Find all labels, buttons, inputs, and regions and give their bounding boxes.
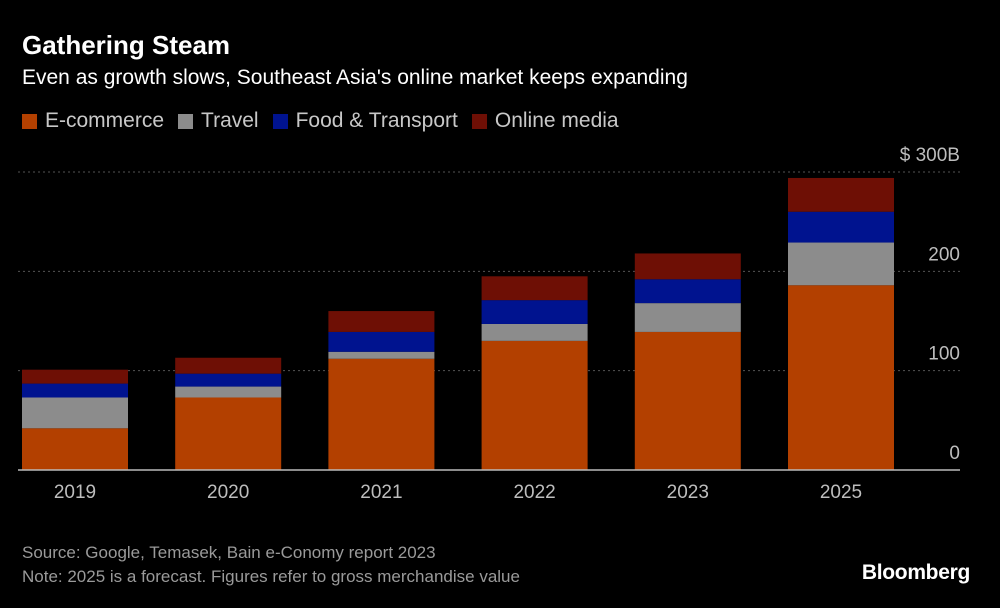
x-tick-label-2019: 2019 xyxy=(54,482,96,503)
x-tick-label-2023: 2023 xyxy=(667,482,709,503)
legend-item-food-transport: Food & Transport xyxy=(272,109,458,133)
footnote: Note: 2025 is a forecast. Figures refer … xyxy=(22,567,520,586)
legend-item-travel: Travel xyxy=(178,109,259,133)
bar-segment-food-transport-2023 xyxy=(634,279,741,304)
x-tick-label-2025: 2025 xyxy=(820,482,862,503)
legend-swatch-online-media xyxy=(471,113,487,129)
y-tick-label-100: 100 xyxy=(928,344,960,365)
source-note: Source: Google, Temasek, Bain e-Conomy r… xyxy=(22,543,436,562)
bar-segment-e-commerce-2023 xyxy=(634,331,741,470)
chart-subtitle: Even as growth slows, Southeast Asia's o… xyxy=(22,66,688,89)
bar-segment-food-transport-2022 xyxy=(481,300,588,324)
bar-segment-food-transport-2019 xyxy=(22,383,128,398)
bar-segment-online-media-2022 xyxy=(481,276,588,301)
bar-segment-e-commerce-2021 xyxy=(328,358,435,470)
legend-swatch-travel xyxy=(178,113,194,129)
legend-label-food-transport: Food & Transport xyxy=(295,109,458,132)
y-tick-label-300: $ 300B xyxy=(900,145,960,166)
legend-label-ecommerce: E-commerce xyxy=(45,109,165,132)
legend-swatch-ecommerce xyxy=(22,113,37,129)
bar-segment-travel-2023 xyxy=(634,303,741,332)
bar-segment-travel-2022 xyxy=(481,323,588,341)
x-tick-label-2020: 2020 xyxy=(207,482,249,503)
bar-segment-travel-2025 xyxy=(788,242,894,286)
bar-segment-e-commerce-2025 xyxy=(788,285,894,470)
bar-segment-travel-2019 xyxy=(22,397,128,429)
x-tick-label-2022: 2022 xyxy=(513,482,555,503)
bar-segment-e-commerce-2019 xyxy=(22,428,128,470)
bloomberg-logo: Bloomberg xyxy=(861,561,970,584)
bar-segment-food-transport-2025 xyxy=(788,211,894,243)
bar-segment-travel-2021 xyxy=(328,351,435,359)
bar-segment-online-media-2020 xyxy=(175,357,282,374)
bar-segment-food-transport-2021 xyxy=(328,331,435,352)
bar-segment-travel-2020 xyxy=(175,386,282,398)
chart-legend: E-commerce Travel Food & Transport Onlin… xyxy=(22,109,633,133)
bar-segment-online-media-2025 xyxy=(788,177,894,212)
legend-item-ecommerce: E-commerce xyxy=(22,109,164,133)
bar-segment-online-media-2019 xyxy=(22,369,128,384)
x-tick-label-2021: 2021 xyxy=(360,482,402,503)
bar-segment-food-transport-2020 xyxy=(175,373,282,387)
legend-item-online-media: Online media xyxy=(471,109,619,133)
y-tick-label-200: 200 xyxy=(928,244,960,265)
legend-label-online-media: Online media xyxy=(494,109,619,132)
legend-swatch-food-transport xyxy=(272,113,288,129)
bar-segment-e-commerce-2022 xyxy=(481,340,588,470)
bar-segment-online-media-2021 xyxy=(328,311,435,332)
chart-title: Gathering Steam xyxy=(22,30,231,60)
bar-segment-online-media-2023 xyxy=(634,253,741,280)
legend-label-travel: Travel xyxy=(201,109,259,132)
y-tick-label-0: 0 xyxy=(949,443,960,464)
bar-segment-e-commerce-2020 xyxy=(175,397,282,470)
